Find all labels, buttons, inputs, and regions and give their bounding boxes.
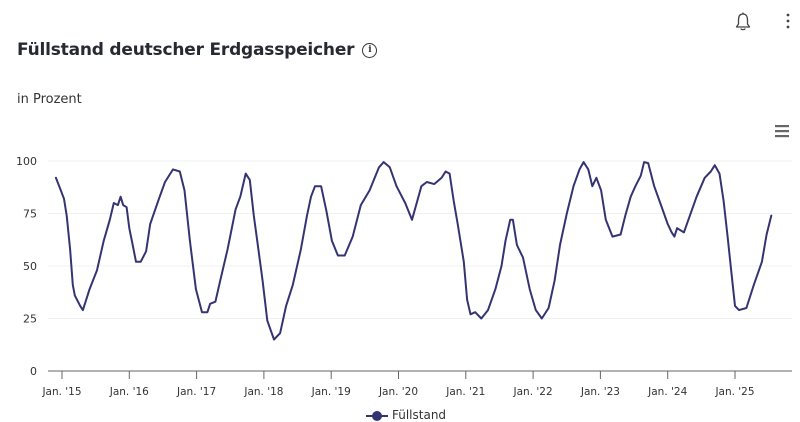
- y-tick-label: 50: [23, 260, 37, 273]
- y-tick-label: 0: [30, 365, 37, 378]
- hamburger-menu-icon[interactable]: [774, 124, 790, 138]
- y-axis-labels: 0 25 50 75 100: [16, 155, 37, 378]
- y-tick-label: 25: [23, 313, 37, 326]
- x-tick-label: Jan. '18: [243, 386, 283, 398]
- gridlines: [48, 160, 792, 319]
- chart-title: Füllstand deutscher Erdgasspeicher i: [17, 40, 378, 60]
- x-tick-label: Jan. '25: [714, 386, 754, 398]
- x-tick-label: Jan. '23: [580, 386, 620, 398]
- x-tick-label: Jan. '20: [378, 386, 418, 398]
- legend-label: Füllstand: [392, 408, 447, 422]
- info-icon[interactable]: i: [362, 42, 378, 58]
- y-tick-label: 100: [16, 155, 37, 168]
- x-tick-label: Jan. '24: [647, 386, 687, 398]
- chart-subtitle: in Prozent: [17, 92, 82, 107]
- x-tick-label: Jan. '19: [311, 386, 351, 398]
- x-tick-label: Jan. '16: [109, 386, 149, 398]
- x-tick-label: Jan. '15: [41, 386, 81, 398]
- x-axis: Jan. '15 Jan. '16 Jan. '17 Jan. '18 Jan. '19…: [41, 370, 792, 398]
- x-tick-label: Jan. '17: [176, 386, 216, 398]
- x-tick-label: Jan. '21: [445, 386, 485, 398]
- legend-item-fuellstand[interactable]: Füllstand: [366, 408, 446, 422]
- legend-symbol: [366, 410, 388, 421]
- y-tick-label: 75: [23, 208, 37, 221]
- kebab-menu-icon[interactable]: [784, 12, 792, 30]
- bell-icon[interactable]: [735, 12, 751, 32]
- chart-title-text: Füllstand deutscher Erdgasspeicher: [17, 40, 355, 60]
- x-tick-label: Jan. '22: [513, 386, 553, 398]
- series-line-fuellstand: [54, 161, 773, 341]
